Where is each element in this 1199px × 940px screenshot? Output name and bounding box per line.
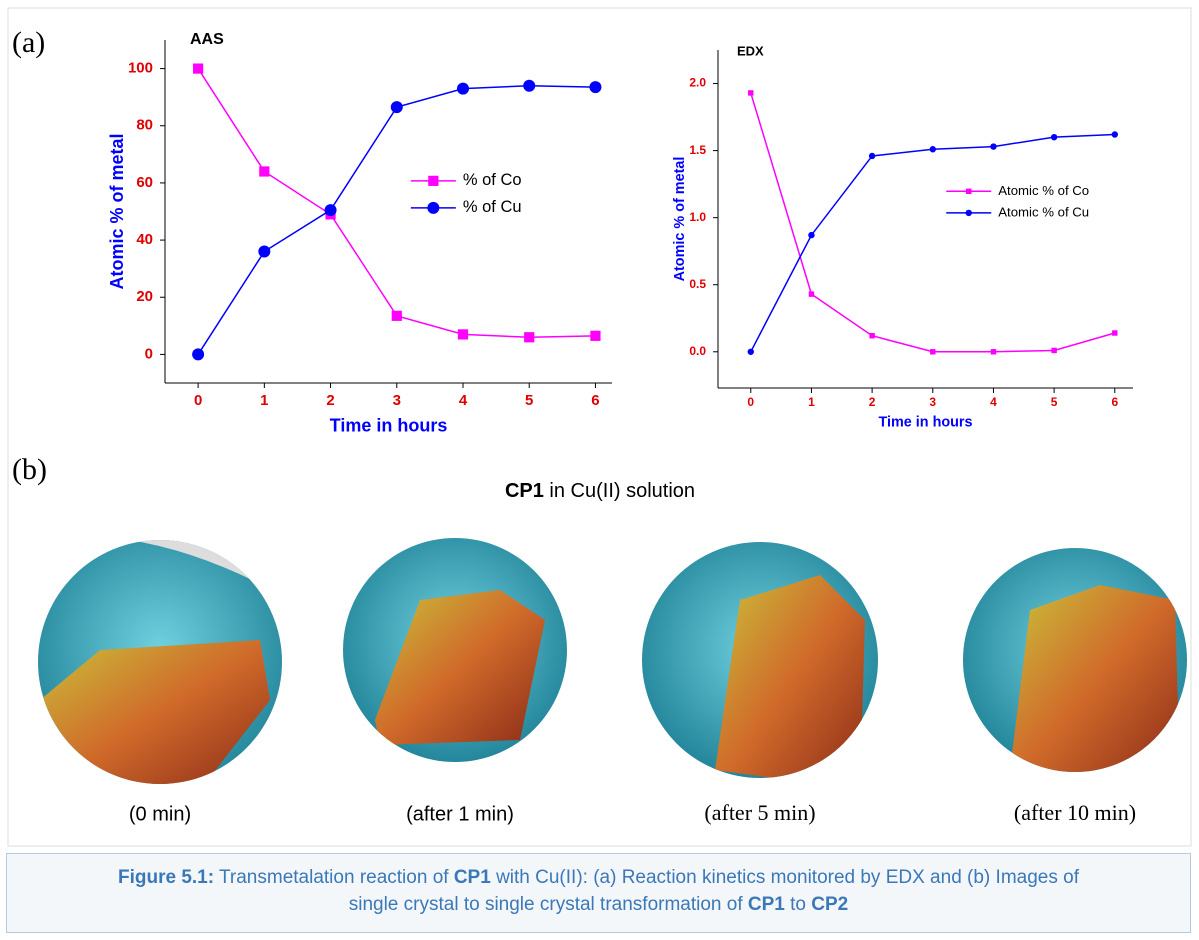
legend-marker bbox=[427, 202, 439, 214]
x-tick-label: 5 bbox=[1051, 395, 1058, 409]
marker bbox=[258, 246, 270, 258]
marker bbox=[748, 349, 754, 355]
marker bbox=[193, 63, 203, 73]
marker bbox=[930, 146, 936, 152]
title-run: in Cu(II) solution bbox=[544, 480, 695, 502]
legend-label: % of Co bbox=[463, 171, 522, 189]
figure-caption: Figure 5.1: Transmetalation reaction of … bbox=[6, 853, 1191, 933]
y-tick-label: 1.0 bbox=[689, 210, 706, 224]
marker bbox=[869, 153, 875, 159]
x-tick-label: 4 bbox=[990, 395, 997, 409]
marker bbox=[990, 143, 996, 149]
x-tick-label: 6 bbox=[1111, 395, 1118, 409]
marker bbox=[392, 311, 402, 321]
x-tick-label: 1 bbox=[260, 392, 268, 409]
legend-label: % of Cu bbox=[463, 198, 522, 216]
page: (a) (b) CP1 in Cu(II) solution (0 min) (a… bbox=[0, 0, 1199, 940]
marker bbox=[457, 83, 469, 95]
legend-label: Atomic % of Cu bbox=[998, 204, 1089, 219]
x-tick-label: 4 bbox=[459, 392, 468, 409]
crystal-photo bbox=[960, 545, 1190, 780]
x-tick-label: 2 bbox=[326, 392, 334, 409]
y-tick-label: 0 bbox=[145, 345, 153, 362]
caption-run: CP1 bbox=[748, 894, 785, 915]
y-axis-label: Atomic % of metal bbox=[672, 157, 688, 282]
marker bbox=[590, 331, 600, 341]
x-tick-label: 0 bbox=[194, 392, 202, 409]
caption-run: Figure 5.1: bbox=[118, 867, 214, 888]
y-tick-label: 40 bbox=[136, 231, 153, 248]
marker bbox=[1112, 131, 1118, 137]
x-tick-label: 1 bbox=[808, 395, 815, 409]
marker bbox=[808, 232, 814, 238]
series-line bbox=[751, 93, 1115, 352]
figure: (a) (b) CP1 in Cu(II) solution (0 min) (a… bbox=[0, 0, 1199, 850]
marker bbox=[1051, 348, 1056, 353]
y-tick-label: 0.5 bbox=[689, 277, 706, 291]
y-axis-label: Atomic % of metal bbox=[107, 133, 127, 289]
image-caption: (after 10 min) bbox=[1014, 800, 1136, 825]
marker bbox=[869, 333, 874, 338]
crystal-photo bbox=[30, 530, 290, 790]
x-tick-label: 5 bbox=[525, 392, 533, 409]
x-axis-label: Time in hours bbox=[330, 415, 448, 435]
marker bbox=[930, 349, 935, 354]
caption-run: Transmetalation reaction of bbox=[214, 867, 454, 888]
chart-title: EDX bbox=[737, 43, 764, 58]
chart-title: AAS bbox=[190, 31, 224, 48]
y-tick-label: 1.5 bbox=[689, 143, 706, 157]
x-axis-label: Time in hours bbox=[878, 415, 972, 431]
marker bbox=[1051, 134, 1057, 140]
crystal-photo bbox=[340, 535, 570, 765]
series-line bbox=[751, 135, 1115, 352]
marker bbox=[458, 329, 468, 339]
legend-marker bbox=[428, 176, 438, 186]
legend-label: Atomic % of Co bbox=[998, 183, 1089, 198]
y-tick-label: 80 bbox=[136, 117, 153, 134]
image-caption: (0 min) bbox=[129, 803, 191, 825]
x-tick-label: 0 bbox=[747, 395, 754, 409]
image-caption: (after 1 min) bbox=[406, 803, 514, 825]
marker bbox=[524, 332, 534, 342]
image-panel-title: CP1 in Cu(II) solution bbox=[505, 480, 695, 502]
image-caption: (after 5 min) bbox=[704, 800, 815, 825]
marker bbox=[589, 81, 601, 93]
legend-marker bbox=[966, 189, 971, 194]
x-tick-label: 6 bbox=[591, 392, 599, 409]
marker bbox=[809, 291, 814, 296]
x-tick-label: 3 bbox=[393, 392, 401, 409]
y-tick-label: 60 bbox=[136, 174, 153, 191]
legend-marker bbox=[966, 210, 972, 216]
caption-run: CP1 bbox=[454, 867, 491, 888]
caption-run: CP2 bbox=[811, 894, 848, 915]
panel-label: (b) bbox=[12, 453, 47, 486]
marker bbox=[991, 349, 996, 354]
marker bbox=[192, 348, 204, 360]
y-tick-label: 20 bbox=[136, 288, 153, 305]
marker bbox=[325, 204, 337, 216]
panel-label: (a) bbox=[12, 26, 45, 59]
caption-run: to bbox=[785, 894, 811, 915]
y-tick-label: 2.0 bbox=[689, 76, 706, 90]
x-tick-label: 3 bbox=[929, 395, 936, 409]
marker bbox=[391, 101, 403, 113]
crystal-photo bbox=[640, 540, 880, 790]
marker bbox=[523, 80, 535, 92]
y-tick-label: 100 bbox=[128, 60, 153, 77]
marker bbox=[1112, 330, 1117, 335]
marker bbox=[259, 166, 269, 176]
x-tick-label: 2 bbox=[869, 395, 876, 409]
marker bbox=[748, 90, 753, 95]
y-tick-label: 0.0 bbox=[689, 344, 706, 358]
title-run: CP1 bbox=[505, 480, 544, 502]
